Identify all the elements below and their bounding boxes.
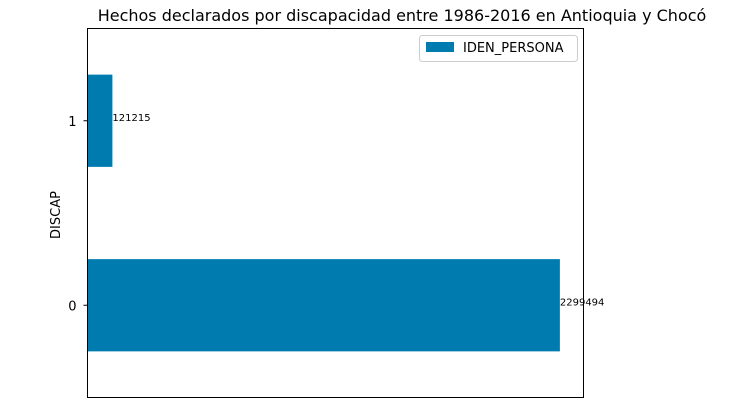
legend-box <box>419 35 578 62</box>
legend-swatch <box>426 42 454 52</box>
bar-0 <box>87 259 560 352</box>
y-axis-label: DISCAP <box>49 191 64 239</box>
legend: IDEN_PERSONA <box>419 35 578 62</box>
y-tick-label-1: 1 <box>68 115 76 130</box>
bars-layer: 2299494 121215 <box>87 74 605 352</box>
bar-value-label-1: 121215 <box>112 113 150 124</box>
legend-label: IDEN_PERSONA <box>463 41 564 56</box>
plot-frame <box>87 28 584 398</box>
bar-1 <box>87 74 113 167</box>
chart-title: Hechos declarados por discapacidad entre… <box>98 6 707 25</box>
y-tick-label-0: 0 <box>68 299 76 314</box>
bar-value-label-0: 2299494 <box>560 297 605 308</box>
y-ticks: 01 <box>68 115 88 314</box>
